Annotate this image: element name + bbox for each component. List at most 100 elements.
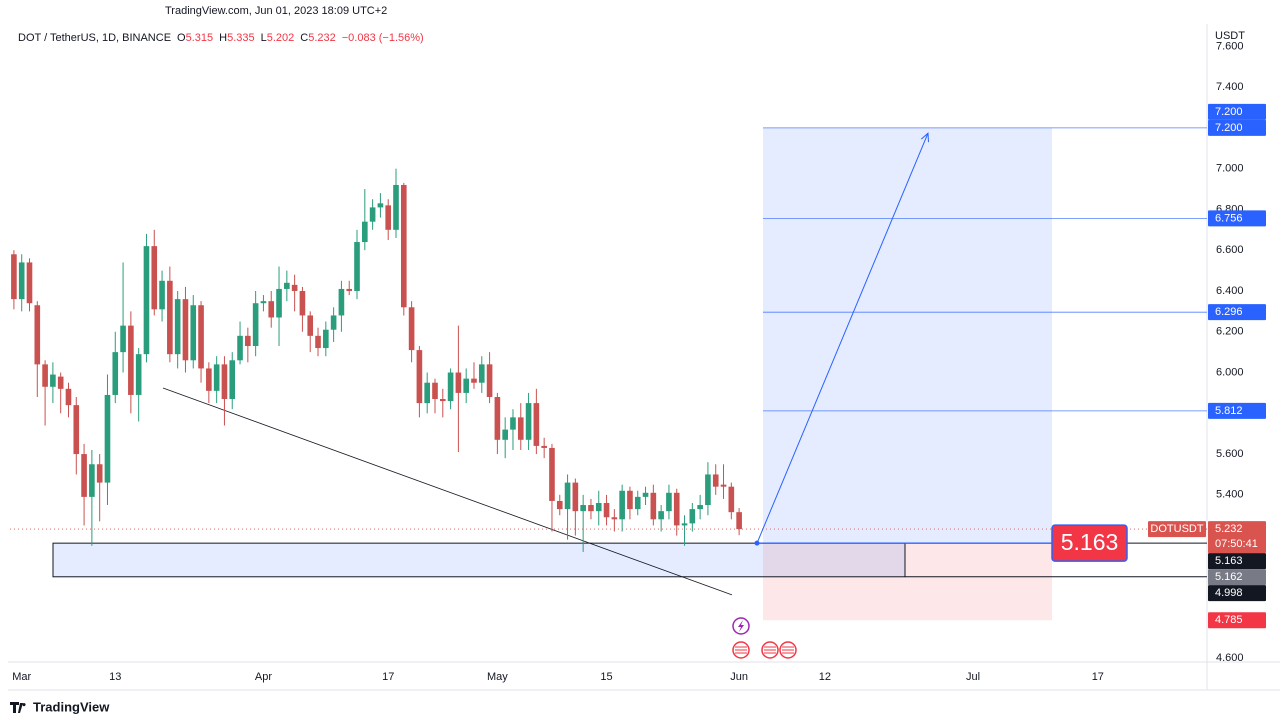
ohlc-value: 5.232 xyxy=(308,32,336,44)
candle-body xyxy=(666,492,672,512)
source-caption: TradingView.com, Jun 01, 2023 18:09 UTC+… xyxy=(165,5,387,17)
y-tick-label: 6.600 xyxy=(1216,244,1244,256)
candle-body xyxy=(151,246,158,310)
position-profit-area xyxy=(763,127,1052,544)
candle-body xyxy=(689,509,696,524)
y-tick-label: 4.600 xyxy=(1216,652,1244,664)
candle-body xyxy=(634,496,641,510)
candle-body xyxy=(57,376,64,389)
ohlc-value: 5.202 xyxy=(267,32,295,44)
price-label-box xyxy=(1208,585,1266,602)
candle-body xyxy=(673,492,680,526)
candle-body xyxy=(291,284,298,291)
arrow-head xyxy=(920,132,929,143)
x-tick-label: 17 xyxy=(382,671,394,683)
candle-body xyxy=(237,335,243,361)
candle-body xyxy=(712,474,719,487)
symbol-tag-box xyxy=(1148,521,1206,538)
candle-body xyxy=(34,305,41,365)
candle-body xyxy=(486,364,493,397)
price-label: 5.232 xyxy=(1215,523,1243,535)
candle-body xyxy=(611,517,618,520)
symbol-tag: DOTUSDT xyxy=(1150,523,1203,535)
candle-body xyxy=(603,502,610,518)
candle-body xyxy=(432,382,438,400)
candle-body xyxy=(510,417,516,430)
candle-body xyxy=(354,242,360,291)
candle-body xyxy=(252,303,259,347)
candle-body xyxy=(11,254,17,300)
candle-body xyxy=(96,464,103,483)
price-label-box xyxy=(1208,569,1266,586)
ohlc-key: L xyxy=(261,32,267,44)
candle-body xyxy=(346,288,353,291)
y-tick-label: 6.000 xyxy=(1216,366,1244,378)
candle-body xyxy=(650,492,657,520)
candle-body xyxy=(619,490,625,520)
x-tick-label: 13 xyxy=(109,671,121,683)
candle-body xyxy=(564,482,571,510)
price-label: 6.756 xyxy=(1215,212,1243,224)
candle-body xyxy=(198,305,204,369)
candle-body xyxy=(502,429,508,440)
candle-body xyxy=(268,301,275,318)
trend-line xyxy=(162,387,733,596)
candle-body xyxy=(720,484,727,487)
y-tick-label: 5.400 xyxy=(1216,489,1244,501)
candle-body xyxy=(393,184,399,230)
symbol-legend: DOT / TetherUS, 1D, BINANCE O5.315 H5.335 L… xyxy=(18,32,424,44)
x-tick-label: May xyxy=(487,671,508,683)
candle-body xyxy=(533,403,540,446)
candle-body xyxy=(471,378,477,383)
candle-body xyxy=(73,405,80,455)
candle-body xyxy=(143,246,150,355)
candle-body xyxy=(315,335,321,349)
candle-body xyxy=(447,372,454,402)
y-tick-label: 7.600 xyxy=(1216,40,1244,52)
candle-body xyxy=(190,305,197,361)
candle-body xyxy=(229,360,236,400)
countdown: 07:50:41 xyxy=(1215,538,1258,550)
axis-unit: USDT xyxy=(1215,30,1245,42)
candle-body xyxy=(377,203,384,208)
price-label-box xyxy=(1208,103,1266,120)
price-label-box xyxy=(1208,521,1266,554)
candle-body xyxy=(588,505,594,512)
x-tick-label: 12 xyxy=(819,671,831,683)
candle-body xyxy=(642,492,649,497)
price-label: 7.200 xyxy=(1215,122,1243,134)
candle-body xyxy=(221,364,228,400)
candle-body xyxy=(128,325,134,395)
y-tick-label: 7.400 xyxy=(1216,81,1244,93)
price-label: 5.163 xyxy=(1215,555,1243,567)
candle-body xyxy=(135,354,142,395)
price-label: 4.998 xyxy=(1215,587,1243,599)
brand-logo xyxy=(10,702,26,713)
candle-body xyxy=(517,417,524,440)
price-label: 6.296 xyxy=(1215,306,1243,318)
candle-body xyxy=(728,486,735,513)
candle-body xyxy=(556,500,563,510)
candle-body xyxy=(525,403,532,440)
brand-name: TradingView xyxy=(33,699,110,714)
candle-body xyxy=(112,352,119,395)
x-tick-label: Mar xyxy=(12,671,31,683)
candle-body xyxy=(478,364,485,383)
candle-body xyxy=(424,382,431,404)
candle-body xyxy=(580,505,586,512)
candle-body xyxy=(89,464,95,497)
price-label-box xyxy=(1208,553,1266,570)
candle-body xyxy=(736,512,742,530)
price-label-box xyxy=(1208,119,1266,136)
candle-body xyxy=(159,280,165,310)
ohlc-value: 5.315 xyxy=(186,32,214,44)
candle-body xyxy=(174,299,181,355)
x-tick-label: 15 xyxy=(600,671,612,683)
candle-body xyxy=(455,372,462,393)
candle-body xyxy=(369,207,376,222)
projection-arrow xyxy=(756,132,929,544)
candle-body xyxy=(26,262,33,304)
